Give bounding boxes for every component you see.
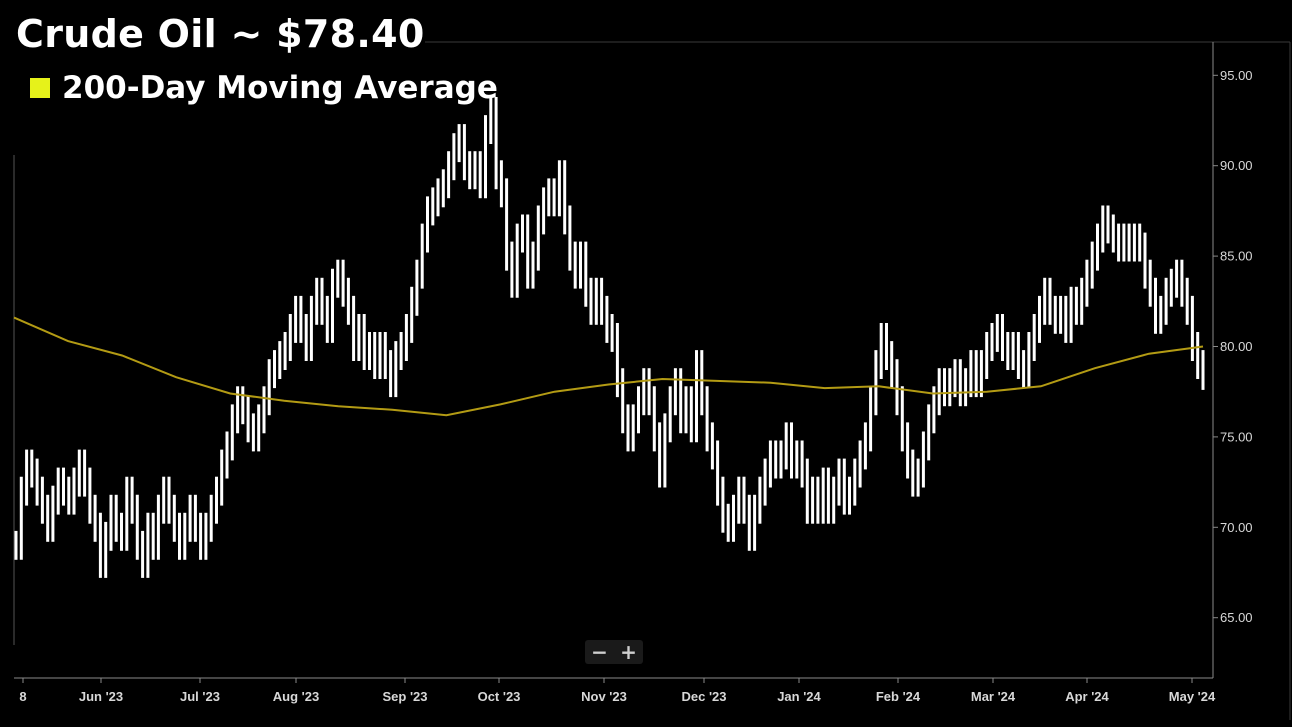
x-tick-label: Jun '23 (79, 689, 123, 704)
legend-label: 200-Day Moving Average (62, 70, 498, 106)
price-bars (14, 97, 1205, 578)
y-tick-label: 85.00 (1220, 249, 1253, 264)
y-tick-label: 80.00 (1220, 339, 1253, 354)
zoom-out-button[interactable]: − (591, 640, 608, 664)
x-tick-label: Aug '23 (273, 689, 319, 704)
x-tick-label: May '24 (1169, 689, 1216, 704)
zoom-in-button[interactable]: + (620, 640, 637, 664)
x-tick-label: 8 (19, 689, 26, 704)
x-tick-label: Nov '23 (581, 689, 627, 704)
x-tick-label: Dec '23 (681, 689, 726, 704)
chart-title: Crude Oil ~ $78.40 (16, 12, 425, 56)
moving-average-line (13, 316, 1204, 417)
x-tick-label: Sep '23 (382, 689, 427, 704)
zoom-controls: − + (585, 640, 643, 664)
x-tick-label: Apr '24 (1065, 689, 1109, 704)
x-tick-label: Jan '24 (777, 689, 821, 704)
x-tick-label: Oct '23 (478, 689, 521, 704)
y-tick-label: 75.00 (1220, 429, 1253, 444)
x-tick-label: Mar '24 (971, 689, 1016, 704)
x-axis-ticks: 8 Jun '23 Jul '23 Aug '23 Sep '23 Oct '23 Nov … (19, 678, 1216, 704)
y-tick-label: 95.00 (1220, 68, 1253, 83)
x-tick-label: Jul '23 (180, 689, 220, 704)
y-tick-label: 65.00 (1220, 610, 1253, 625)
y-tick-label: 70.00 (1220, 520, 1253, 535)
x-tick-label: Feb '24 (876, 689, 921, 704)
y-tick-label: 90.00 (1220, 158, 1253, 173)
legend-swatch (30, 78, 50, 98)
legend: 200-Day Moving Average (30, 70, 498, 106)
y-axis-ticks: 95.00 90.00 85.00 80.00 75.00 70.00 65.00 (1213, 68, 1253, 625)
